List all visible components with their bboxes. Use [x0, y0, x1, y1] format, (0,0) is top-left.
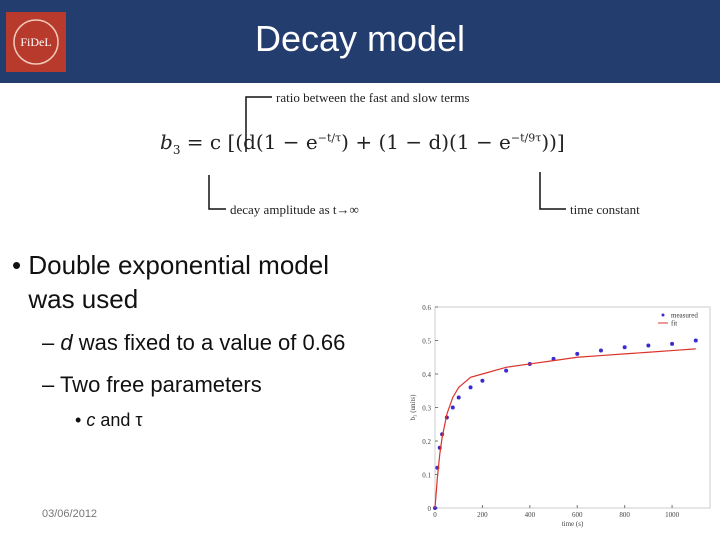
annotation: time constant: [568, 202, 642, 218]
bullet-text: Two free parameters: [59, 372, 262, 397]
y-tick-label: 0.6: [422, 304, 431, 312]
y-tick-label: 0.2: [422, 438, 431, 446]
eq-part: 3: [172, 143, 181, 157]
bullet-italic: c: [86, 410, 96, 430]
bullet: – Two free parameters: [42, 372, 262, 397]
data-point: [504, 368, 509, 373]
data-point: [598, 348, 603, 353]
legend-swatch: [661, 313, 665, 317]
data-point: [450, 405, 455, 410]
data-point: [622, 345, 627, 350]
y-tick-label: 0: [428, 505, 432, 513]
x-tick-label: 800: [619, 511, 630, 519]
bullet: • c and τ: [75, 410, 143, 430]
eq-part: b: [160, 130, 173, 154]
logo-text: FiDeL: [20, 35, 51, 49]
data-point: [670, 341, 675, 346]
slide-title: Decay model: [254, 18, 466, 59]
y-tick-label: 0.1: [422, 472, 431, 480]
x-axis-label: time (s): [562, 520, 584, 528]
annotation: decay amplitude as t→∞: [228, 202, 361, 218]
logo-ring: [13, 19, 59, 65]
bullet-text: was fixed to a value of 0.66: [72, 330, 346, 355]
eq-part: ) + (1 − d)(1 − e: [341, 130, 511, 154]
data-point: [693, 338, 698, 343]
annotation-arrows: [208, 96, 566, 210]
annotation: ratio between the fast and slow terms: [274, 90, 472, 106]
data-point: [456, 395, 461, 400]
data-point: [480, 378, 485, 383]
footer-date: 03/06/2012: [42, 508, 98, 520]
x-tick-label: 400: [525, 511, 536, 519]
header-bar: [0, 0, 720, 83]
equation: b3 = c [(d(1 − e−t/τ) + (1 − d)(1 − e−t/…: [160, 130, 565, 157]
arrow: [245, 96, 272, 152]
chart: 0 0.1 0.2 0.3 0.4 0.5 0.6 0 200 400 600 800 1000 time…: [409, 304, 711, 528]
arrow: [208, 175, 226, 210]
bullet: • Double exponential model was used: [12, 248, 392, 316]
y-axis-label: b₃ (units): [409, 394, 417, 421]
data-point: [646, 343, 651, 348]
eq-part: = c [(d(1 − e: [180, 130, 318, 154]
bullet-text: and τ: [95, 410, 143, 430]
arrow: [539, 172, 566, 210]
eq-part: −t/τ: [317, 131, 342, 145]
legend-label: fit: [671, 320, 677, 328]
data-point: [468, 385, 473, 390]
plot-area: [434, 306, 711, 509]
y-tick-label: 0.3: [422, 405, 431, 413]
x-tick-label: 600: [572, 511, 583, 519]
data-point: [575, 351, 580, 356]
eq-part: ))]: [541, 130, 565, 154]
bullet-italic: d: [60, 330, 73, 355]
x-tick-label: 200: [477, 511, 488, 519]
bullet: – d was fixed to a value of 0.66: [42, 330, 346, 355]
legend-label: measured: [671, 312, 698, 320]
y-tick-label: 0.5: [422, 338, 431, 346]
logo: [6, 12, 66, 72]
y-tick-label: 0.4: [422, 371, 431, 379]
eq-part: −t/9τ: [510, 131, 542, 145]
x-tick-label: 1000: [665, 511, 680, 519]
bullet-text: Double exponential model was used: [28, 250, 329, 314]
fit-line: [434, 348, 696, 509]
x-tick-label: 0: [433, 511, 437, 519]
